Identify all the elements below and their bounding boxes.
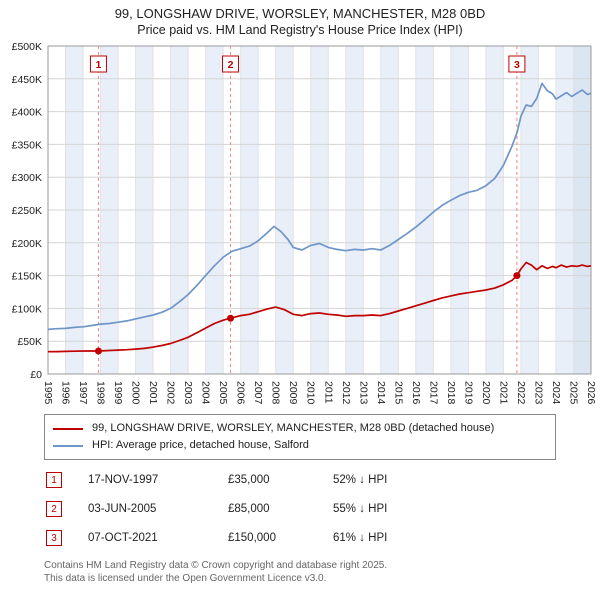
svg-text:2020: 2020 [480,381,492,405]
svg-text:2010: 2010 [305,381,317,405]
svg-text:2021: 2021 [497,381,509,405]
svg-text:2004: 2004 [200,381,212,405]
legend-item-property: 99, LONGSHAW DRIVE, WORSLEY, MANCHESTER,… [53,420,547,437]
svg-text:2003: 2003 [182,381,194,405]
svg-text:2005: 2005 [217,381,229,405]
svg-text:2001: 2001 [147,381,159,405]
svg-text:2013: 2013 [357,381,369,405]
sale-hpi-delta: 61% ↓ HPI [333,532,388,544]
sale-date: 07-OCT-2021 [88,532,158,544]
page-title: 99, LONGSHAW DRIVE, WORSLEY, MANCHESTER,… [114,6,486,21]
svg-text:2023: 2023 [532,381,544,405]
chart-header: 99, LONGSHAW DRIVE, WORSLEY, MANCHESTER,… [0,0,600,38]
table-row: 1 17-NOV-1997 £35,000 52% ↓ HPI [46,472,600,488]
svg-text:2016: 2016 [410,381,422,405]
svg-text:1999: 1999 [112,381,124,405]
svg-text:1997: 1997 [77,381,89,405]
svg-text:2000: 2000 [130,381,142,405]
svg-text:2012: 2012 [340,381,352,405]
svg-text:2008: 2008 [270,381,282,405]
sale-number-badge: 2 [46,501,62,517]
legend-item-hpi: HPI: Average price, detached house, Salf… [53,437,547,454]
svg-text:2025: 2025 [567,381,579,405]
svg-text:2009: 2009 [287,381,299,405]
table-row: 3 07-OCT-2021 £150,000 61% ↓ HPI [46,530,600,546]
svg-text:2017: 2017 [427,381,439,405]
svg-text:2024: 2024 [550,381,562,405]
svg-text:2026: 2026 [585,381,597,405]
svg-text:3: 3 [514,59,520,71]
legend-swatch-property [53,427,83,430]
legend-swatch-hpi [53,444,83,447]
page-subtitle: Price paid vs. HM Land Registry's House … [137,23,463,37]
table-row: 2 03-JUN-2005 £85,000 55% ↓ HPI [46,501,600,517]
svg-text:£300K: £300K [12,172,42,184]
svg-text:2019: 2019 [462,381,474,405]
svg-text:£400K: £400K [12,107,42,119]
chart-legend: 99, LONGSHAW DRIVE, WORSLEY, MANCHESTER,… [44,414,556,460]
svg-text:2018: 2018 [445,381,457,405]
svg-text:£100K: £100K [12,303,42,315]
svg-text:1998: 1998 [95,381,107,405]
svg-text:£0: £0 [30,369,42,381]
sale-date: 03-JUN-2005 [88,503,157,515]
footer-line-2: This data is licensed under the Open Gov… [44,573,327,584]
svg-text:2015: 2015 [392,381,404,405]
copyright-footer: Contains HM Land Registry data © Crown c… [44,559,600,585]
svg-text:2006: 2006 [235,381,247,405]
svg-text:2022: 2022 [515,381,527,405]
svg-text:£450K: £450K [12,74,42,86]
svg-text:2002: 2002 [165,381,177,405]
svg-text:£500K: £500K [12,41,42,53]
svg-text:2: 2 [228,59,234,71]
sale-price: £150,000 [228,532,276,544]
svg-text:2007: 2007 [252,381,264,405]
footer-line-1: Contains HM Land Registry data © Crown c… [44,560,388,571]
svg-text:£50K: £50K [17,336,42,348]
svg-text:1996: 1996 [60,381,72,405]
sale-hpi-delta: 52% ↓ HPI [333,474,388,486]
sales-table: 1 17-NOV-1997 £35,000 52% ↓ HPI 2 03-JUN… [46,472,600,546]
svg-text:2014: 2014 [375,381,387,405]
sale-price: £35,000 [228,474,270,486]
sale-price: £85,000 [228,503,270,515]
sale-hpi-delta: 55% ↓ HPI [333,503,388,515]
sale-number-badge: 3 [46,530,62,546]
svg-text:2011: 2011 [322,381,334,404]
sale-number-badge: 1 [46,472,62,488]
svg-text:£200K: £200K [12,238,42,250]
svg-text:£250K: £250K [12,205,42,217]
svg-text:£150K: £150K [12,271,42,283]
svg-text:1: 1 [96,59,102,71]
legend-label-hpi: HPI: Average price, detached house, Salf… [92,439,309,451]
svg-text:£350K: £350K [12,139,42,151]
price-chart: 1995 1996 1997 1998 1999 2000 2001 2002 2003 2004… [12,41,597,405]
sale-date: 17-NOV-1997 [88,474,159,486]
legend-label-property: 99, LONGSHAW DRIVE, WORSLEY, MANCHESTER,… [92,422,495,434]
svg-text:1995: 1995 [42,381,54,405]
